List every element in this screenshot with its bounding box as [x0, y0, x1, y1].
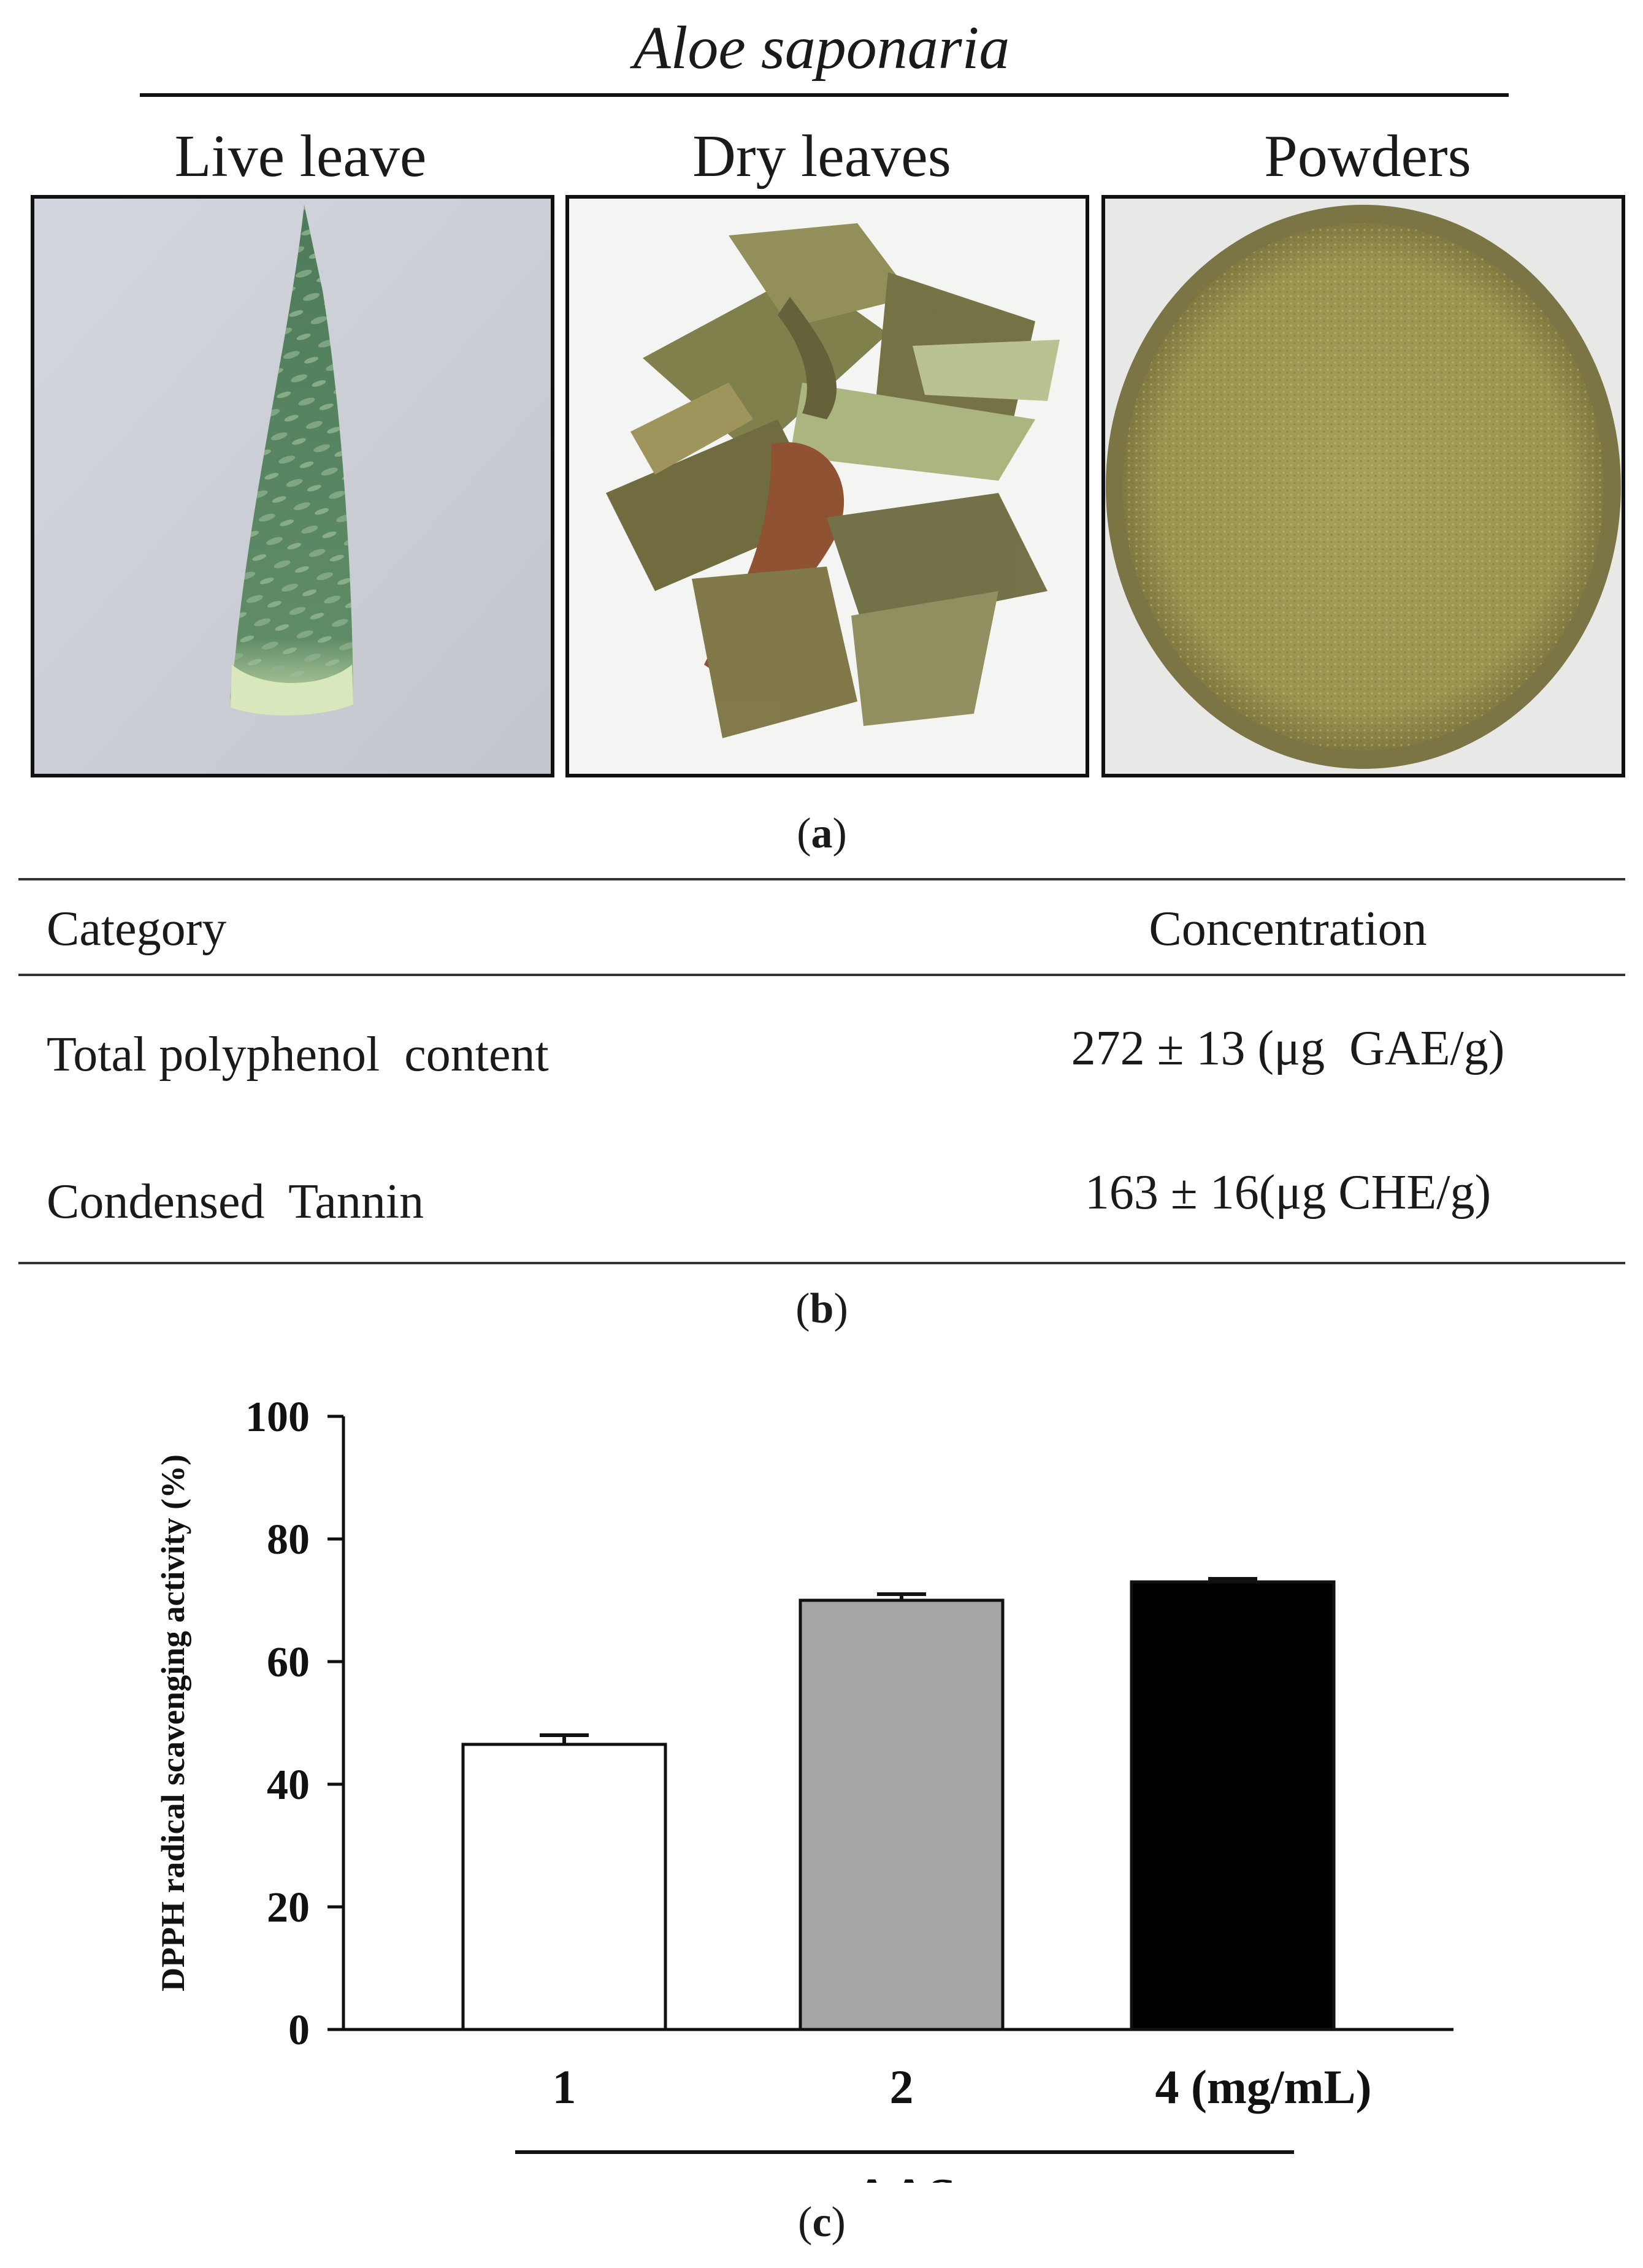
photo-powders	[1101, 195, 1625, 777]
figure-title: Aloe saponaria	[633, 13, 1010, 82]
y-tick-label-0: 0	[288, 2007, 310, 2054]
powder-dish-image	[1105, 199, 1622, 774]
table-row-0-category: Total polyphenol content	[47, 1028, 549, 1082]
photo-live-leaf	[31, 195, 554, 777]
panel-label-a: (a)	[797, 810, 847, 857]
table-row-1-concentration: 163 ± 16(μg CHE/g)	[1084, 1166, 1492, 1220]
bar-0	[461, 1743, 667, 2031]
title-rule	[140, 93, 1509, 97]
x-axis-label: AAS	[853, 2168, 956, 2183]
table-row-1-category: Condensed Tannin	[47, 1175, 424, 1229]
table-header-rule	[18, 974, 1625, 976]
x-tick-label-2: 4 (mg/mL)	[1155, 2060, 1371, 2113]
panel-label-c: (c)	[798, 2199, 846, 2246]
x-tick-label-0: 1	[553, 2060, 576, 2113]
aloe-leaf-image	[34, 199, 551, 774]
dry-leaves-image	[569, 199, 1086, 774]
photo-label-live-leave: Live leave	[174, 123, 427, 189]
table-header-concentration: Concentration	[1149, 902, 1427, 956]
bar-2	[1130, 1580, 1336, 2031]
x-tick-label-1: 2	[890, 2060, 914, 2113]
table-header-category: Category	[47, 902, 227, 956]
y-tick-label-20: 20	[267, 1884, 310, 1931]
photo-label-powders: Powders	[1264, 123, 1471, 189]
y-tick-label-40: 40	[267, 1762, 310, 1809]
table-top-rule	[18, 878, 1625, 880]
table-row-0-concentration: 272 ± 13 (μg GAE/g)	[1071, 1021, 1505, 1075]
photo-dry-leaves	[565, 195, 1089, 777]
bar-1	[799, 1598, 1005, 2031]
panel-label-b: (b)	[795, 1285, 848, 1332]
photo-label-dry-leaves: Dry leaves	[692, 123, 951, 189]
dpph-bar-chart: 0 20 40 60 80 100 DPPH radical scavenging acti…	[155, 1394, 1453, 2183]
y-tick-label-80: 80	[267, 1516, 310, 1564]
y-tick-label-60: 60	[267, 1639, 310, 1686]
y-axis-label: DPPH radical scavenging activity (%)	[155, 1454, 191, 1991]
table-bottom-rule	[18, 1262, 1625, 1264]
y-tick-label-100: 100	[245, 1394, 310, 1441]
